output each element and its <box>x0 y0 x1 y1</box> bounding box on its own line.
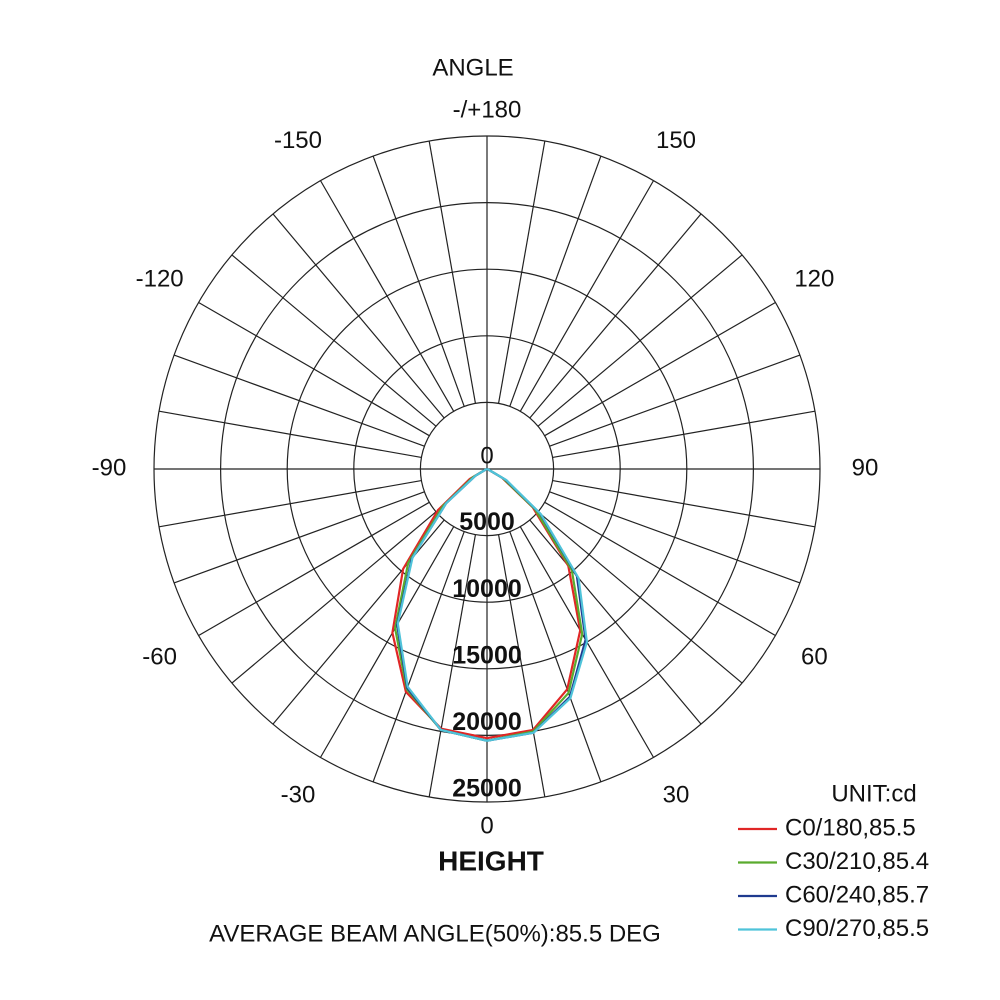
spoke <box>529 519 702 725</box>
angle-tick-label: 0 <box>480 812 493 839</box>
angle-tick-label: 90 <box>852 454 879 481</box>
angle-tick-label: -120 <box>136 265 184 292</box>
spoke <box>497 140 546 404</box>
spoke <box>549 354 801 447</box>
spoke <box>231 511 437 684</box>
note: AVERAGE BEAM ANGLE(50%):85.5 DEG <box>209 920 661 947</box>
radial-tick-label: 5000 <box>459 508 515 536</box>
angle-grid-line <box>319 526 455 758</box>
spoke <box>529 213 702 419</box>
angle-grid-line <box>519 180 655 412</box>
intensity-curve <box>396 467 589 742</box>
radial-tick-label: 20000 <box>452 708 522 736</box>
spoke <box>173 354 425 447</box>
radial-axis-label: HEIGHT <box>438 845 544 876</box>
legend-label: C30/210,85.4 <box>785 848 929 875</box>
spoke <box>509 155 602 407</box>
angle-tick-label: 120 <box>794 265 834 292</box>
angle-tick-label: -150 <box>274 127 322 154</box>
spoke <box>272 519 445 725</box>
angle-grid-line <box>319 180 455 412</box>
angle-tick-label: -/+180 <box>453 96 522 123</box>
angle-grid-line <box>544 501 776 637</box>
angle-tick-label: 150 <box>656 127 696 154</box>
spoke <box>158 410 422 459</box>
radial-tick-label: 15000 <box>452 641 522 669</box>
angle-tick-label: -30 <box>281 782 316 809</box>
angle-grid-line <box>198 301 430 437</box>
spoke <box>549 491 801 584</box>
spoke <box>372 531 465 783</box>
spoke <box>272 213 445 419</box>
legend-label: C90/270,85.5 <box>785 915 929 942</box>
radial-tick-label: 25000 <box>452 775 522 803</box>
spoke <box>552 410 816 459</box>
spoke <box>537 511 743 684</box>
angle-grid-line <box>198 501 430 637</box>
spoke <box>509 531 602 783</box>
spoke <box>231 254 437 427</box>
spoke <box>173 491 425 584</box>
chart-title: ANGLE <box>432 54 513 81</box>
spoke <box>537 254 743 427</box>
spoke <box>428 140 477 404</box>
radial-tick-label: 10000 <box>452 575 522 603</box>
spoke <box>372 155 465 407</box>
legend-label: C60/240,85.7 <box>785 881 929 908</box>
legend-label: C0/180,85.5 <box>785 814 916 841</box>
angle-tick-label: -60 <box>142 643 177 670</box>
angle-grid-line <box>544 301 776 437</box>
spoke <box>428 534 477 798</box>
radial-tick-label: 0 <box>480 442 493 469</box>
spoke <box>497 534 546 798</box>
angle-tick-label: 30 <box>663 782 690 809</box>
unit-label: UNIT:cd <box>831 780 916 807</box>
angle-tick-label: 60 <box>801 643 828 670</box>
spoke <box>552 479 816 528</box>
angle-tick-label: -90 <box>92 454 127 481</box>
spoke <box>158 479 422 528</box>
